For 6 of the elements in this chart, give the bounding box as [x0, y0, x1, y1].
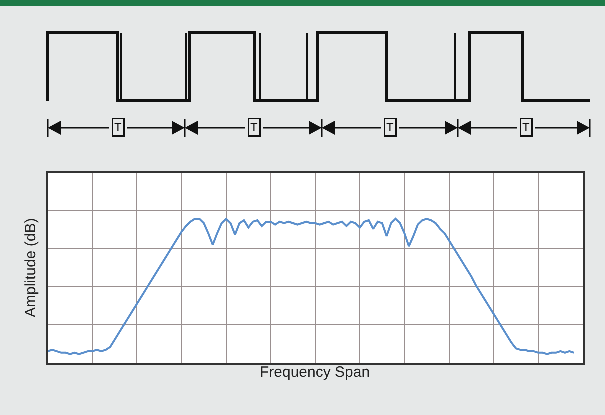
text: T [522, 120, 530, 134]
text: T [386, 120, 394, 134]
text: T [250, 120, 258, 134]
text: T [114, 120, 122, 134]
x-axis-title: Frequency Span [260, 364, 370, 381]
y-axis-title: Amplitude (dB) [22, 218, 40, 318]
